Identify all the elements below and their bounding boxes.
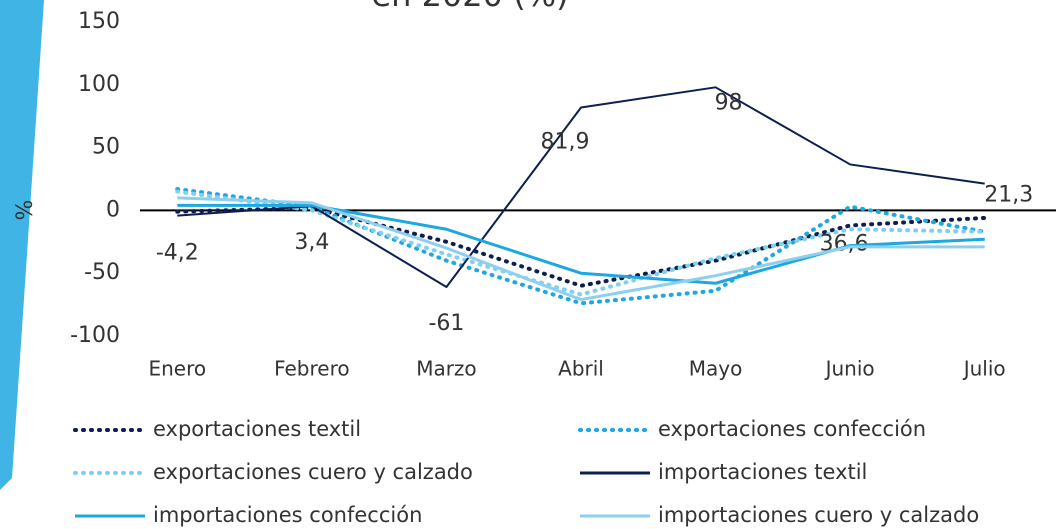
legend-label: exportaciones textil (153, 417, 361, 441)
data-label: -4,2 (156, 241, 199, 266)
x-tick-label: Abril (558, 357, 604, 381)
y-axis-label: % (13, 200, 38, 221)
x-tick-label: Julio (962, 357, 1006, 381)
x-tick-label: Febrero (274, 357, 350, 381)
x-tick-label: Marzo (416, 357, 476, 381)
series-line (177, 196, 985, 302)
y-tick-label: 50 (92, 135, 120, 160)
series-line (177, 86, 985, 289)
x-tick-label: Junio (824, 357, 875, 381)
x-tick-label: Enero (148, 357, 206, 381)
data-label: -61 (428, 311, 464, 336)
x-tick-label: Mayo (689, 357, 743, 381)
legend-label: importaciones textil (658, 460, 867, 484)
legend-label: importaciones confección (153, 503, 422, 527)
legend-label: importaciones cuero y calzado (658, 503, 979, 527)
y-tick-label: 0 (106, 197, 120, 222)
y-tick-label: -100 (70, 323, 120, 348)
chart-title: en 2020 (%) (371, 0, 568, 14)
data-label: 3,4 (294, 230, 329, 255)
y-tick-label: 150 (78, 9, 120, 34)
data-label: 21,3 (984, 183, 1033, 208)
decor-band (0, 0, 44, 490)
legend-label: exportaciones cuero y calzado (153, 460, 473, 484)
data-label: 81,9 (541, 130, 590, 155)
y-tick-label: 100 (78, 72, 120, 97)
legend-label: exportaciones confección (658, 417, 926, 441)
data-label: 98 (715, 90, 743, 115)
series-line (175, 189, 987, 297)
y-tick-label: -50 (84, 260, 120, 285)
